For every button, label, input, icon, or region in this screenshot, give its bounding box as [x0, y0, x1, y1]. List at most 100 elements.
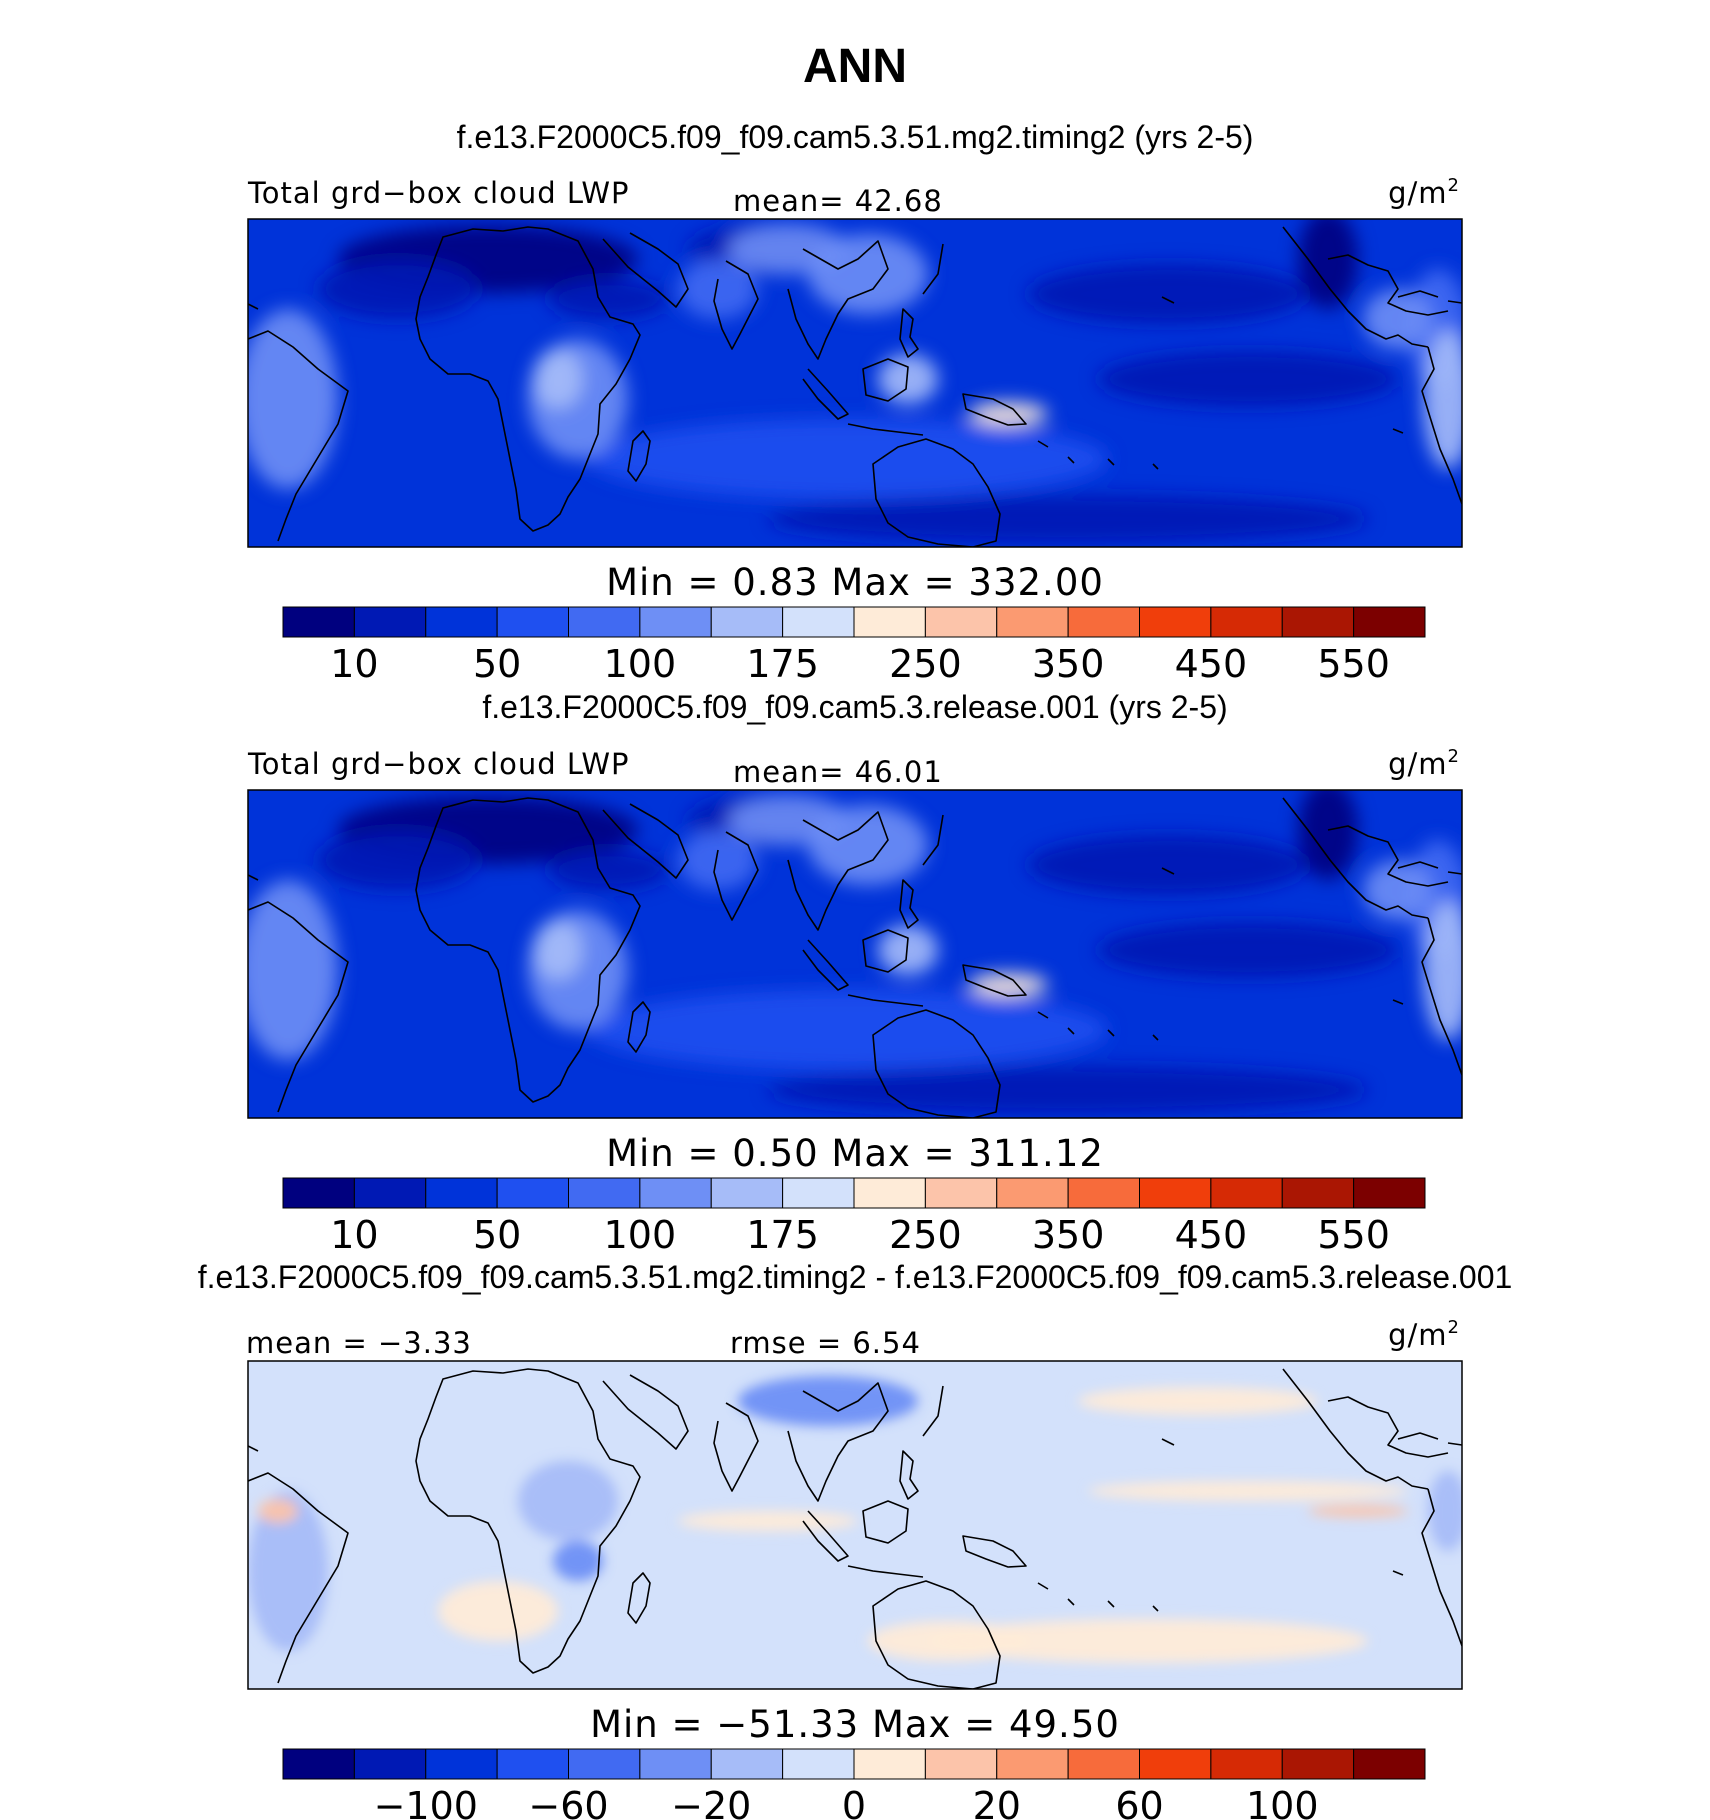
- case-title: f.e13.F2000C5.f09_f09.cam5.3.51.mg2.timi…: [457, 119, 1254, 155]
- colorbar-tick-label: 10: [330, 1213, 378, 1257]
- colorbar-tick-label: 50: [473, 1213, 521, 1257]
- min-max-label: Min = 0.50 Max = 311.12: [606, 1132, 1104, 1175]
- field-contour: [318, 830, 478, 890]
- map-frame: [247, 789, 1463, 1119]
- colorbar-box: [1353, 1177, 1426, 1209]
- colorbar-tick-label: 10: [330, 642, 378, 686]
- colorbar-box: [782, 606, 855, 638]
- colorbar-tick-label: −20: [671, 1784, 751, 1820]
- field-contour: [1098, 351, 1398, 407]
- colorbar-box: [710, 606, 784, 638]
- map-field: [248, 219, 1462, 547]
- colorbar-box: [1210, 1748, 1283, 1780]
- field-contour: [1423, 900, 1462, 1040]
- colorbar-box: [353, 1748, 427, 1780]
- min-max-label: Min = −51.33 Max = 49.50: [590, 1703, 1120, 1746]
- colorbar-box: [924, 1177, 998, 1209]
- field-contour: [678, 259, 758, 319]
- field-contour: [588, 990, 1108, 1070]
- field-contour: [928, 1619, 1368, 1663]
- colorbar-tick-label: 20: [973, 1784, 1021, 1820]
- colorbar-box: [782, 1748, 855, 1780]
- colorbar-tick-label: −60: [528, 1784, 608, 1820]
- colorbar-box: [1067, 606, 1140, 638]
- mean-label: mean= 42.68: [733, 184, 943, 218]
- colorbar-tick-label: 350: [1032, 642, 1105, 686]
- field-contour: [768, 1066, 1368, 1114]
- field-contour: [878, 354, 938, 404]
- colorbar-tick-label: 0: [842, 1784, 866, 1820]
- colorbar-box: [425, 1177, 498, 1209]
- colorbar-tick-label: 450: [1175, 642, 1248, 686]
- colorbar-box: [353, 606, 427, 638]
- field-contour: [768, 495, 1368, 543]
- field-contour: [258, 1499, 298, 1523]
- field-contour: [248, 880, 338, 1060]
- colorbar-box: [496, 606, 569, 638]
- colorbar-box: [568, 606, 641, 638]
- colorbar-box: [639, 606, 712, 638]
- colorbar-box: [282, 606, 355, 638]
- colorbar-box: [853, 1177, 926, 1209]
- field-contour: [1423, 329, 1462, 469]
- colorbar-box: [924, 1748, 998, 1780]
- field-contour: [1363, 289, 1433, 349]
- units-label: g/m2: [1388, 746, 1460, 781]
- field-contour: [438, 1581, 558, 1641]
- colorbar-box: [425, 606, 498, 638]
- colorbar-box: [1139, 1748, 1212, 1780]
- min-max-label: Min = 0.83 Max = 332.00: [606, 561, 1104, 604]
- colorbar-box: [782, 1177, 855, 1209]
- field-contour: [1363, 860, 1433, 920]
- field-contour: [318, 259, 478, 319]
- field-contour: [588, 419, 1108, 499]
- colorbar-box: [1210, 606, 1283, 638]
- colorbar-box: [496, 1748, 569, 1780]
- field-contour: [968, 973, 1048, 997]
- field-contour: [553, 1541, 603, 1581]
- colorbar-box: [282, 1748, 355, 1780]
- colorbar-box: [710, 1748, 784, 1780]
- map-panel-3: f.e13.F2000C5.f09_f09.cam5.3.51.mg2.timi…: [198, 1259, 1513, 1820]
- colorbar-box: [496, 1177, 569, 1209]
- map-frame: [247, 1360, 1463, 1690]
- colorbar-box: [639, 1748, 712, 1780]
- page-title: ANN: [803, 40, 907, 93]
- colorbar-tick-label: 60: [1115, 1784, 1163, 1820]
- colorbar-tick-label: 175: [746, 642, 819, 686]
- mean-label: mean= 46.01: [733, 755, 943, 789]
- colorbar-box: [1353, 606, 1426, 638]
- field-contour: [1098, 922, 1398, 978]
- colorbar-tick-label: 550: [1317, 1213, 1390, 1257]
- units-label: g/m2: [1388, 1317, 1460, 1352]
- field-contour: [548, 850, 668, 890]
- colorbar-box: [353, 1177, 427, 1209]
- colorbar-tick-label: 100: [604, 1213, 677, 1257]
- colorbar-box: [924, 606, 998, 638]
- colorbar-box: [1210, 1177, 1283, 1209]
- colorbar-box: [282, 1177, 355, 1209]
- colorbar-box: [568, 1177, 641, 1209]
- colorbar-tick-label: 50: [473, 642, 521, 686]
- colorbar-box: [639, 1177, 712, 1209]
- case-title: f.e13.F2000C5.f09_f09.cam5.3.51.mg2.timi…: [198, 1259, 1513, 1295]
- colorbar-box: [853, 1748, 926, 1780]
- case-title: f.e13.F2000C5.f09_f09.cam5.3.release.001…: [482, 689, 1227, 725]
- field-contour: [548, 279, 668, 319]
- field-contour: [1078, 1387, 1318, 1415]
- colorbar-box: [853, 606, 926, 638]
- colorbar-box: [568, 1748, 641, 1780]
- colorbar-tick-label: 250: [889, 642, 962, 686]
- field-contour: [533, 349, 583, 409]
- colorbar-box: [996, 1177, 1069, 1209]
- colorbar-tick-label: 450: [1175, 1213, 1248, 1257]
- field-contour: [678, 1511, 858, 1531]
- field-contour: [808, 805, 928, 885]
- colorbar-box: [1281, 606, 1355, 638]
- units-label: g/m2: [1388, 175, 1460, 210]
- map-field: [248, 790, 1462, 1118]
- field-contour: [1428, 1471, 1462, 1551]
- map-panel-1: f.e13.F2000C5.f09_f09.cam5.3.51.mg2.timi…: [247, 119, 1463, 686]
- colorbar-box: [710, 1177, 784, 1209]
